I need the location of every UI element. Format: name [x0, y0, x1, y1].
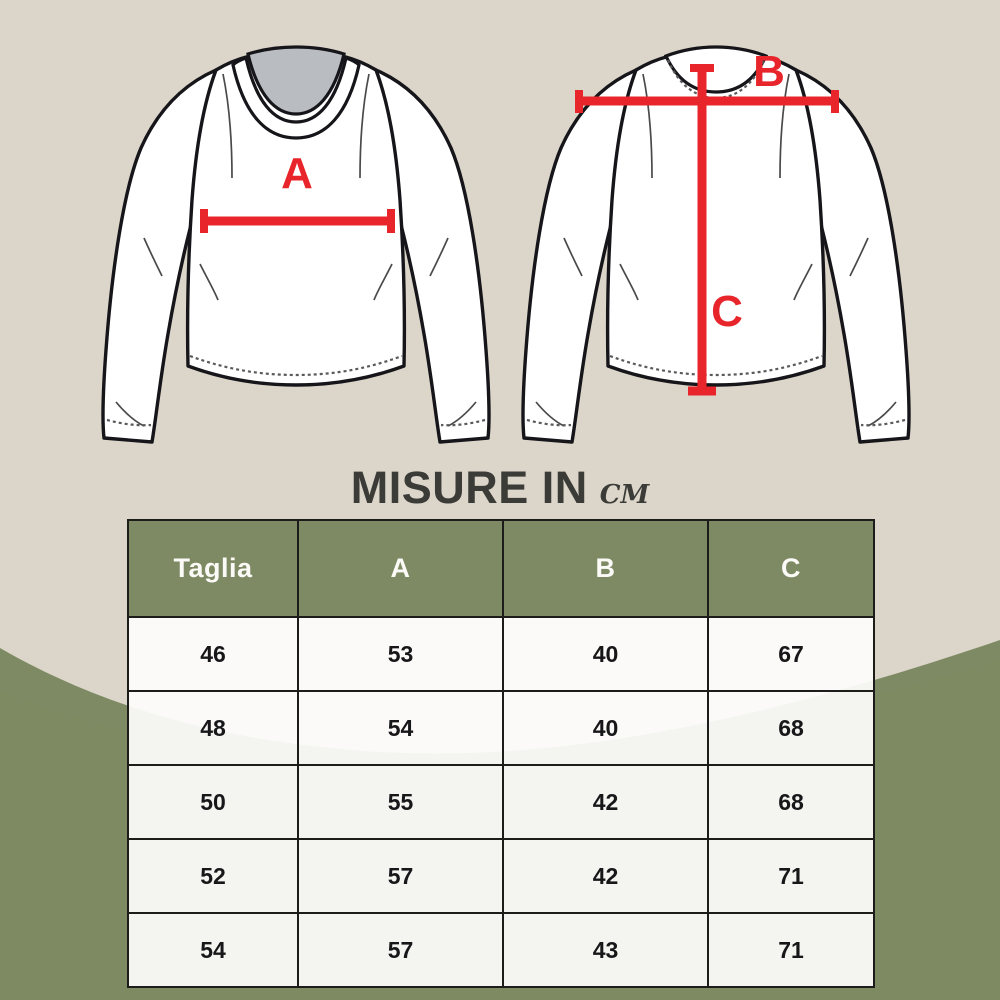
cell-b: 42 [502, 764, 709, 840]
column-header-c: C [707, 519, 875, 618]
cell-size: 48 [127, 690, 299, 766]
back-neckline [663, 45, 769, 94]
measure-label-c: C [711, 287, 743, 336]
cell-size: 50 [127, 764, 299, 840]
table-row: 54 57 43 71 [127, 912, 875, 988]
chart-title-unit: cm [599, 468, 650, 512]
cell-size: 52 [127, 838, 299, 914]
stitch-detail [106, 354, 486, 427]
neck-inner [246, 45, 346, 116]
table-row: 46 53 40 67 [127, 616, 875, 692]
cell-c: 68 [707, 764, 875, 840]
table-header-row: Taglia A B C [127, 519, 875, 618]
seam-lines [115, 73, 477, 427]
table-row: 48 54 40 68 [127, 690, 875, 766]
chart-title: MISURE IN cm [0, 462, 1000, 514]
cell-a: 57 [297, 838, 504, 914]
cell-b: 43 [502, 912, 709, 988]
cell-c: 71 [707, 838, 875, 914]
size-table: Taglia A B C 46 53 40 67 48 54 40 68 50 … [127, 519, 875, 988]
cell-b: 40 [502, 616, 709, 692]
cell-c: 67 [707, 616, 875, 692]
column-header-b: B [502, 519, 709, 618]
column-header-a: A [297, 519, 504, 618]
measure-line-b [575, 90, 839, 113]
cell-c: 71 [707, 912, 875, 988]
cell-a: 53 [297, 616, 504, 692]
tshirt-back-illustration: C B [521, 45, 911, 444]
seam-lines [535, 73, 897, 427]
cell-a: 57 [297, 912, 504, 988]
collar-band [231, 55, 361, 140]
column-header-taglia: Taglia [127, 519, 299, 618]
table-row: 52 57 42 71 [127, 838, 875, 914]
stitch-detail [526, 354, 906, 427]
table-row: 50 55 42 68 [127, 764, 875, 840]
measure-label-a: A [281, 149, 313, 198]
cell-size: 46 [127, 616, 299, 692]
cell-size: 54 [127, 912, 299, 988]
measure-line-a [200, 209, 395, 233]
chart-title-main: MISURE IN [350, 462, 588, 513]
cell-b: 40 [502, 690, 709, 766]
cell-a: 55 [297, 764, 504, 840]
measure-line-c [688, 64, 716, 396]
tshirt-front-illustration: A [101, 45, 491, 444]
cell-c: 68 [707, 690, 875, 766]
measure-label-b: B [753, 47, 785, 96]
cell-a: 54 [297, 690, 504, 766]
cell-b: 42 [502, 838, 709, 914]
